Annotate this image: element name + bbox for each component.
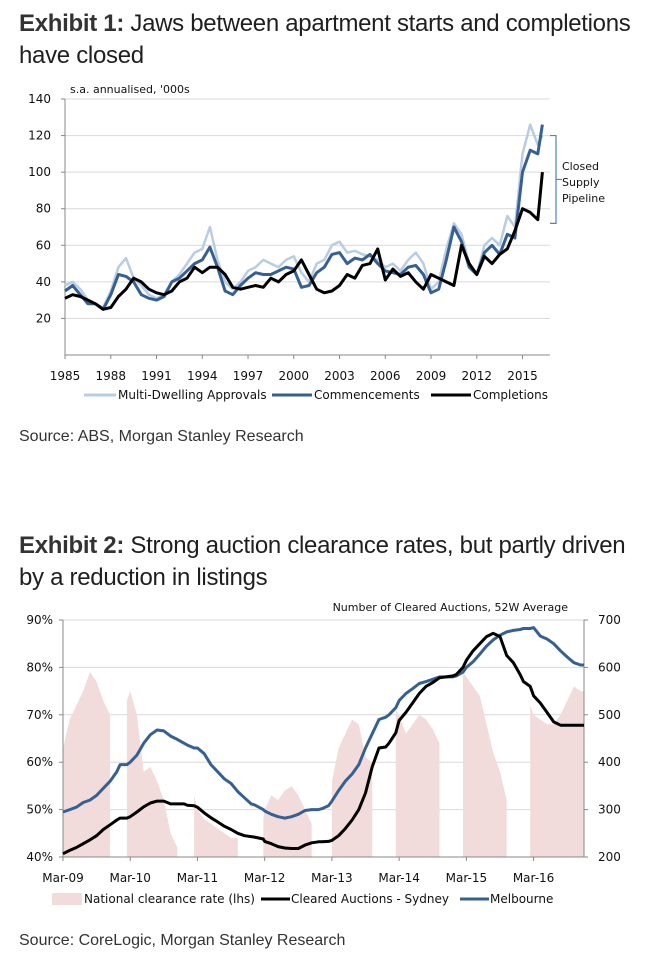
right-axis-subtitle: Number of Cleared Auctions, 52W Average <box>333 601 569 614</box>
annotation-text: Supply <box>562 176 600 189</box>
left-y-tick-label: 50% <box>26 803 53 817</box>
left-y-tick-label: 80% <box>26 660 53 674</box>
x-tick-label: 1991 <box>141 369 172 383</box>
x-tick-label: Mar-11 <box>177 871 218 885</box>
right-y-tick-label: 400 <box>598 755 621 769</box>
x-tick-label: 2012 <box>462 369 493 383</box>
x-tick-label: 2006 <box>370 369 401 383</box>
x-tick-label: 1994 <box>187 369 218 383</box>
y-tick-label: 20 <box>36 311 51 325</box>
x-tick-label: Mar-14 <box>378 871 419 885</box>
left-y-tick-label: 70% <box>26 708 53 722</box>
y-axis-unit-label: s.a. annualised, '000s <box>70 83 190 96</box>
chart-1: s.a. annualised, '000s 20 40 60 80 100 120 140 1… <box>28 83 605 402</box>
series-area-national-clearance-rate <box>63 672 584 857</box>
y-tick-label: 60 <box>36 238 51 252</box>
series-line-multi-dwelling-approvals <box>64 123 544 309</box>
exhibit-1-title: Exhibit 1: Jaws between apartment starts… <box>19 8 639 72</box>
right-y-tick-label: 600 <box>598 660 621 674</box>
x-tick-label: 2015 <box>507 369 538 383</box>
annotation-text: Closed <box>562 160 599 173</box>
right-y-tick-label: 700 <box>598 613 621 627</box>
right-y-tick-label: 200 <box>598 850 621 864</box>
x-tick-label: Mar-13 <box>311 871 352 885</box>
y-tick-label: 40 <box>36 275 51 289</box>
x-tick-label: Mar-12 <box>244 871 285 885</box>
legend-label: Commencements <box>314 388 420 402</box>
left-y-tick-label: 90% <box>26 613 53 627</box>
legend-label: Completions <box>473 388 548 402</box>
exhibit-1-label: Exhibit 1: <box>19 10 125 37</box>
exhibit-2-source: Source: CoreLogic, Morgan Stanley Resear… <box>19 932 346 949</box>
x-tick-label: 2003 <box>324 369 355 383</box>
series-line-completions <box>64 171 544 311</box>
y-tick-label: 80 <box>36 202 51 216</box>
exhibit-1-heading: Jaws between apartment starts and comple… <box>19 10 631 69</box>
x-tick-label: 1985 <box>50 369 81 383</box>
left-y-tick-label: 40% <box>26 850 53 864</box>
x-tick-label: 1997 <box>233 369 264 383</box>
exhibit-2-heading: Strong auction clearance rates, but part… <box>19 532 626 591</box>
y-tick-label: 120 <box>28 129 51 143</box>
x-tick-label: 1988 <box>95 369 126 383</box>
exhibit-2-label: Exhibit 2: <box>19 532 125 559</box>
legend-label: Cleared Auctions - Sydney <box>291 892 449 906</box>
exhibit-2-title: Exhibit 2: Strong auction clearance rate… <box>19 530 639 594</box>
x-tick-label: 2009 <box>416 369 447 383</box>
right-y-tick-label: 300 <box>598 803 621 817</box>
right-y-tick-label: 500 <box>598 708 621 722</box>
legend-label: National clearance rate (lhs) <box>84 892 255 906</box>
legend-label: Melbourne <box>490 892 553 906</box>
x-tick-label: 2000 <box>279 369 310 383</box>
x-tick-label: Mar-09 <box>42 871 83 885</box>
x-tick-label: Mar-15 <box>446 871 487 885</box>
annotation-text: Pipeline <box>562 192 605 205</box>
x-tick-label: Mar-16 <box>513 871 554 885</box>
left-y-tick-label: 60% <box>26 755 53 769</box>
y-tick-label: 100 <box>28 165 51 179</box>
y-tick-label: 140 <box>28 92 51 106</box>
x-tick-label: Mar-10 <box>109 871 150 885</box>
supply-pipeline-bracket <box>550 134 562 224</box>
legend-swatch <box>52 893 82 905</box>
legend-label: Multi-Dwelling Approvals <box>118 388 267 402</box>
series-line-cleared-auctions-sydney <box>62 631 584 856</box>
exhibit-1-source: Source: ABS, Morgan Stanley Research <box>19 428 304 445</box>
